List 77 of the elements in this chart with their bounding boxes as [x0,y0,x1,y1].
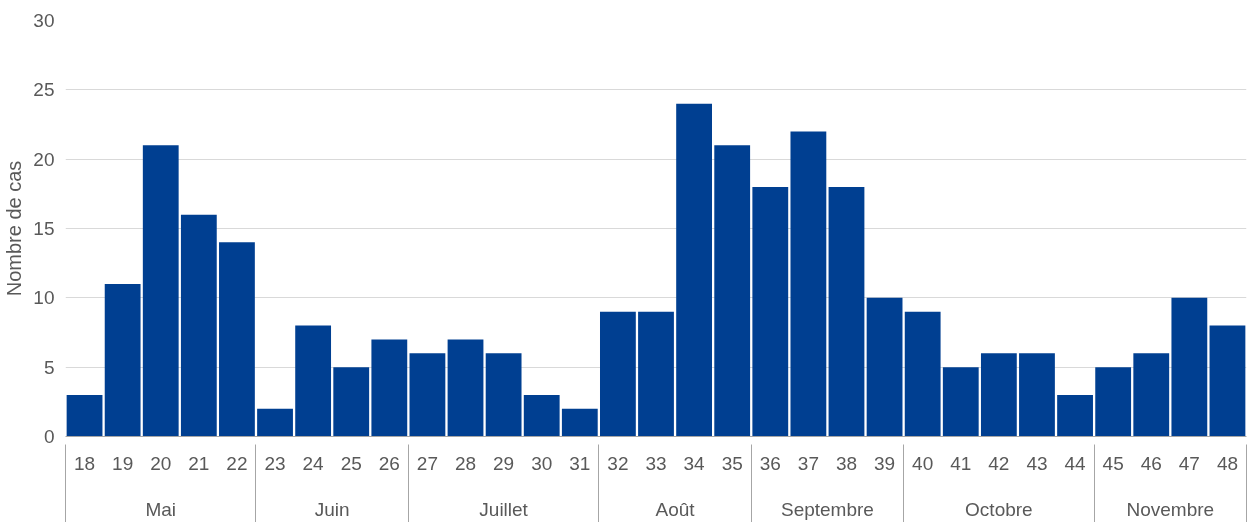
bar [828,186,865,437]
x-tick-label: 27 [416,452,438,474]
bar [142,145,179,437]
x-tick-label: 26 [378,452,400,474]
x-tick-label: 20 [150,452,172,474]
x-tick-label: 29 [493,452,515,474]
x-tick-label: 36 [759,452,781,474]
x-tick-label: 42 [988,452,1010,474]
bar [371,339,408,437]
bar [66,394,103,437]
x-tick-label: 18 [73,452,96,474]
bar [638,311,674,437]
bar [257,408,293,437]
x-tick-label: 33 [645,452,667,474]
bar [180,214,217,437]
y-axis-title: Nombre de cas [3,160,26,297]
x-tick-label: 43 [1026,452,1048,474]
bar [1057,394,1093,437]
y-tick-label: 5 [43,356,55,378]
x-tick-label: 48 [1216,452,1239,474]
text: Mai [145,498,177,520]
x-tick-label: 21 [188,452,210,474]
x-tick-label: 23 [264,452,286,474]
x-tick-label: 35 [721,452,743,474]
bar [219,242,255,437]
y-tick-label: 15 [33,218,55,239]
bar [104,283,141,437]
text: Octobre [965,498,1033,520]
x-tick-label: 47 [1178,452,1200,474]
y-tick-label: 0 [43,426,55,447]
bar [409,353,446,437]
x-tick-label: 19 [112,452,134,474]
text: Septembre [780,498,874,520]
bar [904,311,941,437]
x-tick-label: 34 [683,452,706,474]
x-tick-label: 44 [1064,452,1087,474]
x-tick-label: 31 [569,452,591,474]
bar [1133,353,1170,437]
x-tick-label: 22 [226,452,248,474]
x-tick-label: 32 [607,452,629,474]
x-tick-label: 45 [1102,452,1124,474]
x-tick-label: 24 [302,452,325,474]
bar [714,145,751,437]
bar [295,325,332,437]
text: Juin [314,498,350,520]
y-tick-label: 10 [33,287,55,309]
bar [1019,353,1055,437]
bar [752,186,789,437]
text: Juillet [479,498,529,520]
x-tick-label: 38 [835,452,858,474]
bar [942,367,979,437]
bar [447,339,484,437]
bar [676,103,712,437]
bar [1209,325,1246,437]
x-tick-label: 28 [454,452,477,474]
x-tick-label: 39 [874,452,896,474]
bar [866,297,903,437]
bar [1095,367,1132,437]
x-tick-label: 40 [912,452,934,474]
bar [561,408,598,437]
bar [600,311,636,437]
text: Août [655,498,696,520]
bar [1171,297,1208,437]
y-tick-label: 25 [33,79,55,101]
x-tick-label: 25 [340,452,362,474]
x-tick-label: 41 [950,452,972,474]
x-tick-label: 46 [1140,452,1162,474]
x-tick-label: 37 [797,452,819,474]
y-tick-label: 20 [33,148,55,170]
bar [333,367,370,437]
y-tick-label: 30 [33,10,55,31]
bar [523,394,560,437]
bar [485,353,522,437]
text: Novembre [1126,498,1215,520]
bar [790,131,827,437]
x-tick-label: 30 [531,452,553,474]
bar [980,353,1017,437]
